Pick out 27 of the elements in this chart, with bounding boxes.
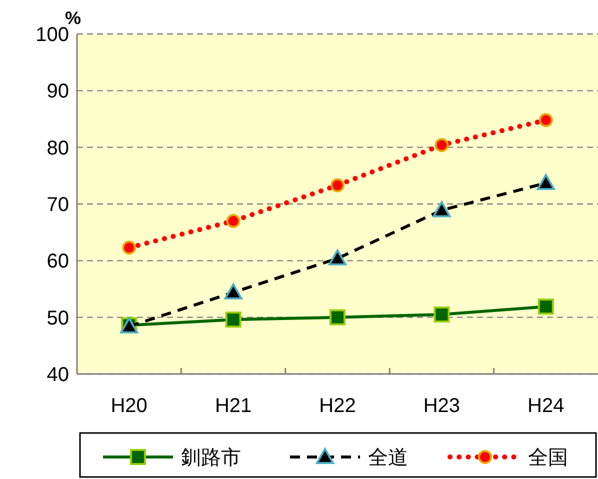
y-tick-label: 80 <box>46 137 69 160</box>
point <box>122 240 136 255</box>
legend-label: 全国 <box>528 445 568 469</box>
x-tick-label: H21 <box>214 395 252 417</box>
y-tick-label: 70 <box>46 194 69 216</box>
legend-label: 釧路市 <box>181 445 241 469</box>
x-tick-label: H20 <box>110 395 148 417</box>
point <box>536 174 555 190</box>
point <box>330 178 344 192</box>
x-tick-label: H23 <box>423 395 460 417</box>
y-tick-label: 40 <box>46 364 69 386</box>
y-tick-label: 60 <box>46 250 69 273</box>
point <box>538 298 554 315</box>
point <box>226 214 240 228</box>
point <box>434 306 450 322</box>
point <box>225 312 242 328</box>
x-tick-label: H24 <box>528 395 564 417</box>
legend-label: 全道 <box>368 445 408 469</box>
point <box>434 138 449 152</box>
point <box>330 309 346 326</box>
point <box>538 113 553 128</box>
y-tick-label: 50 <box>46 307 69 330</box>
y-tick-label: 90 <box>46 80 69 103</box>
point <box>432 201 451 218</box>
point <box>328 249 346 266</box>
x-tick-label: H22 <box>319 395 356 417</box>
point <box>224 283 242 300</box>
